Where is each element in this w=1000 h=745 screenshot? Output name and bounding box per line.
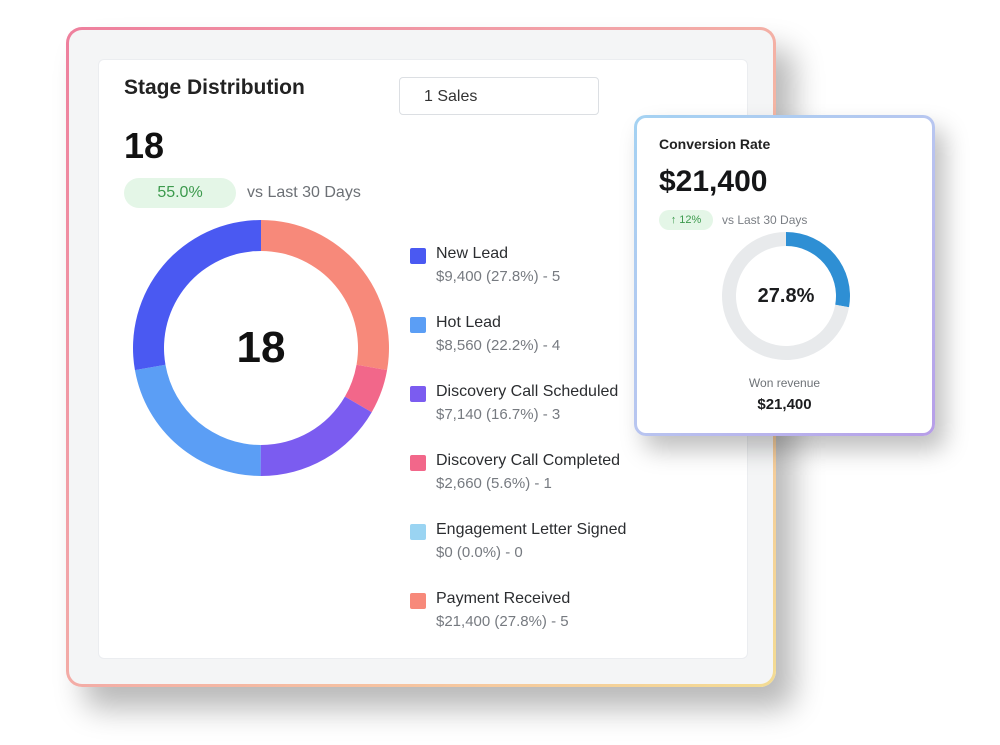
legend-label: Payment Received — [436, 590, 571, 607]
legend-value: $8,560 (22.2%) - 4 — [436, 337, 561, 354]
legend-label: Discovery Call Completed — [436, 452, 621, 469]
conversion-donut-chart — [722, 232, 850, 360]
total-count: 18 — [124, 125, 165, 166]
legend-value: $2,660 (5.6%) - 1 — [436, 475, 552, 492]
legend-swatch — [410, 524, 426, 540]
panel-title: Stage Distribution — [124, 76, 305, 99]
won-revenue-value: $21,400 — [757, 396, 812, 413]
stage-donut-chart: 18 — [132, 219, 390, 477]
donut-slice-new-lead — [133, 220, 261, 371]
legend-item[interactable]: Hot Lead $8,560 (22.2%) - 4 — [410, 314, 710, 360]
legend-item[interactable]: Discovery Call Scheduled $7,140 (16.7%) -… — [410, 383, 710, 429]
donut-center-label: 18 — [236, 323, 286, 372]
legend-swatch — [410, 248, 426, 264]
conversion-donut-label: 27.8% — [757, 284, 815, 307]
legend-swatch — [410, 455, 426, 471]
legend-swatch — [410, 317, 426, 333]
conversion-change-badge: ↑ 12% — [659, 210, 713, 230]
conversion-card-body: Conversion Rate $21,400 ↑ 12% vs Last 30… — [637, 118, 932, 433]
won-revenue-label: Won revenue — [748, 376, 821, 390]
donut-slice-hot-lead — [134, 364, 261, 476]
legend-item[interactable]: Discovery Call Completed $2,660 (5.6%) - … — [410, 452, 710, 498]
legend-label: Hot Lead — [436, 314, 501, 331]
legend-label: Engagement Letter Signed — [436, 521, 627, 538]
change-badge: 55.0% — [124, 178, 236, 208]
legend-label: New Lead — [436, 245, 509, 262]
legend-item[interactable]: New Lead $9,400 (27.8%) - 5 — [410, 245, 710, 291]
donut-slice-discovery-call-scheduled — [260, 396, 372, 476]
legend-value: $7,140 (16.7%) - 3 — [436, 406, 561, 423]
legend-value: $21,400 (27.8%) - 5 — [436, 613, 569, 630]
donut-slice-discovery-call-completed — [344, 364, 388, 413]
stage-donut-svg — [133, 220, 389, 476]
legend-label: Discovery Call Scheduled — [436, 383, 619, 400]
legend-swatch — [410, 386, 426, 402]
conversion-rate-card: Conversion Rate $21,400 ↑ 12% vs Last 30… — [634, 115, 935, 436]
pipeline-filter-select[interactable]: 1 Sales — [399, 77, 599, 115]
comparison-text: vs Last 30 Days — [247, 184, 361, 201]
conversion-slice-won — [786, 232, 850, 308]
legend-swatch — [410, 593, 426, 609]
legend-value: $9,400 (27.8%) - 5 — [436, 268, 561, 285]
conversion-title: Conversion Rate — [659, 136, 771, 152]
conversion-comparison-text: vs Last 30 Days — [722, 213, 808, 227]
legend-item[interactable]: Payment Received $21,400 (27.8%) - 5 — [410, 590, 710, 636]
conversion-amount: $21,400 — [659, 165, 768, 198]
legend-value: $0 (0.0%) - 0 — [436, 544, 523, 561]
legend-item[interactable]: Engagement Letter Signed $0 (0.0%) - 0 — [410, 521, 710, 567]
donut-slice-payment-received — [261, 220, 389, 371]
